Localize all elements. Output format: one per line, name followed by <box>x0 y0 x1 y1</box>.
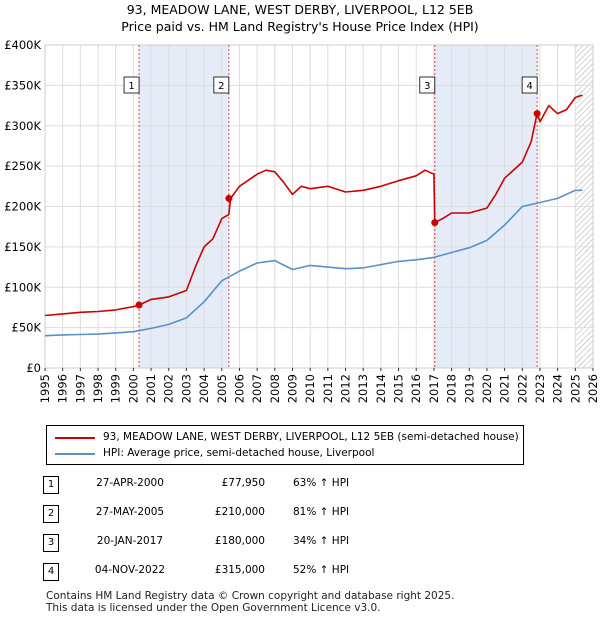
y-tick-label: £350K <box>4 78 41 92</box>
x-tick-label: 2018 <box>445 374 459 403</box>
y-tick-label: £250K <box>4 159 41 173</box>
x-tick-label: 2011 <box>321 374 335 403</box>
plot-frame <box>44 44 594 369</box>
x-tick-label: 2025 <box>568 374 582 403</box>
y-tick-label: £200K <box>4 200 41 214</box>
footer: Contains HM Land Registry data © Crown c… <box>46 590 454 614</box>
x-tick-label: 2020 <box>480 374 494 403</box>
sale-label: 2 <box>218 81 224 92</box>
x-tick-label: 2017 <box>427 374 441 403</box>
hpi-line <box>44 189 583 337</box>
sale-number: 3 <box>43 534 59 552</box>
sale-date: 20-JAN-2017 <box>96 535 164 547</box>
x-tick-label: 2003 <box>179 374 193 403</box>
x-tick-label: 1995 <box>38 374 52 403</box>
x-tick-label: 2019 <box>462 374 476 403</box>
x-tick-label: 2023 <box>533 374 547 403</box>
sale-label-box <box>521 76 538 94</box>
x-tick-label: 2024 <box>551 374 565 403</box>
sale-date: 04-NOV-2022 <box>94 564 166 576</box>
x-tick-label: 2008 <box>268 374 282 403</box>
legend-label-property: 93, MEADOW LANE, WEST DERBY, LIVERPOOL, … <box>103 431 519 443</box>
x-tick-label: 1996 <box>56 374 70 403</box>
legend-label-hpi: HPI: Average price, semi-detached house,… <box>103 447 375 459</box>
x-tick-label: 2016 <box>409 374 423 403</box>
chart-title: 93, MEADOW LANE, WEST DERBY, LIVERPOOL, … <box>126 2 474 17</box>
sale-point <box>533 110 541 118</box>
x-tick-label: 2005 <box>215 374 229 403</box>
sale-price: £315,000 <box>214 564 265 576</box>
y-tick-label: £150K <box>4 240 41 254</box>
sale-number: 2 <box>43 505 59 523</box>
sale-hpi-change: 81% ↑ HPI <box>293 506 350 518</box>
sale-label-box <box>213 76 230 94</box>
sale-label: 1 <box>128 81 134 92</box>
sale-point <box>135 301 143 309</box>
sale-point <box>431 219 439 227</box>
x-tick-label: 2022 <box>515 374 529 403</box>
x-tick-label: 2004 <box>197 374 211 403</box>
y-tick-label: £400K <box>4 38 41 52</box>
x-tick-label: 2006 <box>232 374 246 403</box>
sale-date: 27-APR-2000 <box>96 477 164 489</box>
x-tick-label: 2010 <box>303 374 317 403</box>
sale-hpi-change: 63% ↑ HPI <box>293 477 350 489</box>
footer-licence: This data is licensed under the Open Gov… <box>46 602 381 614</box>
legend-swatch-property <box>55 437 95 439</box>
x-tick-label: 2015 <box>392 374 406 403</box>
x-tick-label: 1999 <box>109 374 123 403</box>
x-tick-label: 2001 <box>144 374 158 403</box>
sale-number: 4 <box>43 563 59 581</box>
x-tick-label: 2013 <box>356 374 370 403</box>
y-tick-label: £50K <box>12 321 42 335</box>
x-tick-label: 1997 <box>73 374 87 403</box>
sale-label-box <box>123 76 140 94</box>
footer-copyright: Contains HM Land Registry data © Crown c… <box>46 590 455 602</box>
property-price-line <box>44 94 583 317</box>
sale-label-box <box>419 76 436 94</box>
chart-subtitle: Price paid vs. HM Land Registry's House … <box>121 19 479 34</box>
x-tick-label: 2026 <box>586 374 600 403</box>
legend: 93, MEADOW LANE, WEST DERBY, LIVERPOOL, … <box>46 425 524 465</box>
x-tick-label: 2009 <box>285 374 299 403</box>
x-tick-label: 2000 <box>126 374 140 403</box>
y-tick-label: £100K <box>4 280 41 294</box>
y-tick-label: £300K <box>4 119 41 133</box>
x-tick-label: 2012 <box>339 374 353 403</box>
sale-price: £210,000 <box>214 506 265 518</box>
sale-hpi-change: 52% ↑ HPI <box>293 564 350 576</box>
x-tick-label: 2002 <box>162 374 176 403</box>
sale-number: 1 <box>43 476 59 494</box>
sale-hpi-change: 34% ↑ HPI <box>293 535 350 547</box>
sale-price: £77,950 <box>221 477 265 489</box>
x-tick-label: 2021 <box>498 374 512 403</box>
sale-label: 3 <box>424 81 430 92</box>
legend-swatch-hpi <box>55 453 95 455</box>
x-tick-label: 2007 <box>250 374 264 403</box>
sale-label: 4 <box>526 81 532 92</box>
sale-date: 27-MAY-2005 <box>95 506 165 518</box>
sale-point <box>225 194 233 202</box>
y-tick-label: £0 <box>26 361 41 375</box>
x-tick-label: 2014 <box>374 374 388 403</box>
sale-price: £180,000 <box>214 535 265 547</box>
price-chart: 1 2 3 4 £0 £50K £100K £150K £200K £250K £300K £350K… <box>4 38 600 403</box>
x-tick-label: 1998 <box>91 374 105 403</box>
